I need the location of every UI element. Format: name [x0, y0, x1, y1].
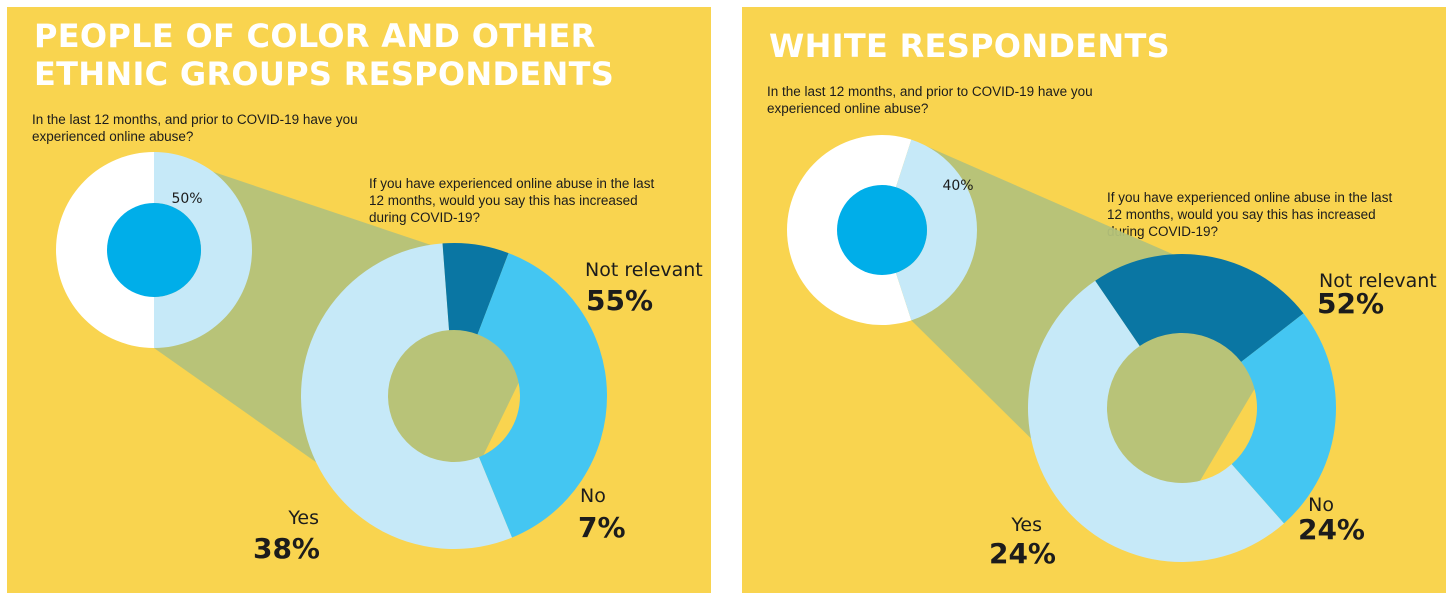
value-not-relevant: 55%: [586, 284, 653, 317]
chart-panel-people-of-color: PEOPLE OF COLOR AND OTHER ETHNIC GROUPS …: [7, 7, 711, 593]
label-no: No: [580, 485, 606, 507]
value-yes: 24%: [989, 537, 1056, 570]
label-not-relevant: Not relevant: [585, 259, 703, 281]
label-not-relevant: Not relevant: [1319, 270, 1437, 292]
slice-not-relevant: [301, 243, 513, 550]
slice-not-experienced: [56, 152, 154, 348]
slice-not-relevant: [1028, 280, 1285, 562]
label-yes: Yes: [1010, 514, 1042, 536]
slice-experienced: [154, 152, 252, 348]
question-experienced: In the last 12 months, and prior to COVI…: [32, 112, 358, 144]
experienced-core: [107, 203, 201, 297]
label-no: No: [1308, 494, 1334, 516]
slice-no: [442, 243, 509, 335]
question-increased: If you have experienced online abuse in …: [1107, 190, 1393, 239]
slice-yes: [1231, 313, 1336, 524]
chart-svg: 50% Not relevant 55% No 7% Yes 38%: [56, 152, 703, 565]
question-experienced: In the last 12 months, and prior to COVI…: [767, 84, 1093, 116]
value-no: 24%: [1298, 513, 1365, 546]
slice-no: [1095, 254, 1304, 362]
label-yes: Yes: [287, 507, 319, 529]
panel-title: WHITE RESPONDENTS: [769, 27, 1170, 65]
panel-title: PEOPLE OF COLOR AND OTHER ETHNIC GROUPS …: [34, 17, 615, 93]
chart-panel-white: WHITE RESPONDENTS In the last 12 months,…: [742, 7, 1446, 593]
experienced-core: [837, 185, 927, 275]
value-not-relevant: 52%: [1317, 287, 1384, 320]
slice-yes: [477, 253, 607, 538]
experienced-percent-label: 40%: [942, 178, 973, 194]
value-no: 7%: [578, 511, 626, 544]
question-increased: If you have experienced online abuse in …: [369, 176, 655, 225]
experienced-percent-label: 50%: [171, 191, 202, 207]
value-yes: 38%: [253, 532, 320, 565]
slice-experienced: [895, 139, 978, 321]
